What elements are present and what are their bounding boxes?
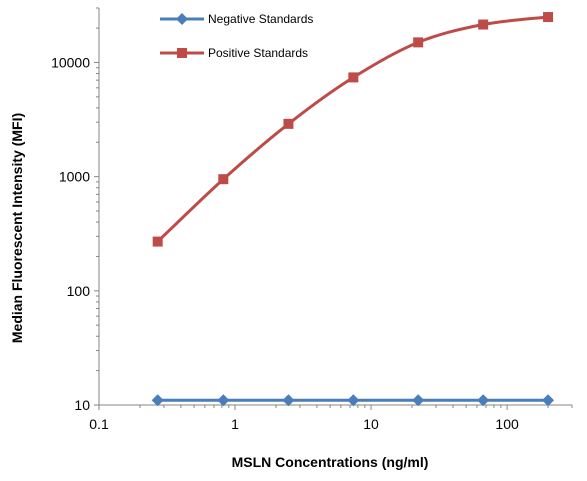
data-point (412, 394, 425, 407)
y-tick-label: 10 (74, 397, 90, 413)
data-point (542, 394, 555, 407)
data-point (283, 118, 294, 129)
y-tick-label: 100 (67, 283, 91, 299)
x-tick-label: 1 (231, 416, 239, 432)
series-negative-standards (151, 394, 555, 407)
data-point (348, 72, 359, 83)
y-tick-label: 1000 (59, 169, 90, 185)
legend-label: Positive Standards (208, 46, 308, 60)
y-tick-label: 10000 (51, 54, 90, 70)
data-point (478, 19, 489, 30)
axes: 10 100 1000 10000 0.1 1 10 100 (51, 7, 573, 432)
data-point (218, 174, 229, 185)
x-tick-label: 0.1 (89, 416, 109, 432)
series-positive-standards (152, 12, 554, 247)
data-point (477, 394, 490, 407)
legend-label: Negative Standards (208, 12, 313, 26)
legend-item: Negative Standards (160, 12, 313, 26)
x-tick-label: 100 (495, 416, 519, 432)
data-point (282, 394, 295, 407)
data-point (413, 37, 424, 48)
data-point (347, 394, 360, 407)
data-point (543, 12, 554, 23)
legend-marker (176, 13, 188, 25)
legend: Negative Standards Positive Standards (160, 12, 313, 60)
x-tick-label: 10 (363, 416, 379, 432)
x-axis-title: MSLN Concentrations (ng/ml) (232, 454, 429, 470)
y-axis-title: Median Fluorescent Intensity (MFI) (9, 113, 25, 343)
series-group (151, 12, 555, 407)
data-point (152, 236, 163, 247)
data-point (151, 394, 164, 407)
legend-marker (177, 48, 187, 58)
legend-item: Positive Standards (160, 46, 308, 60)
data-point (217, 394, 230, 407)
